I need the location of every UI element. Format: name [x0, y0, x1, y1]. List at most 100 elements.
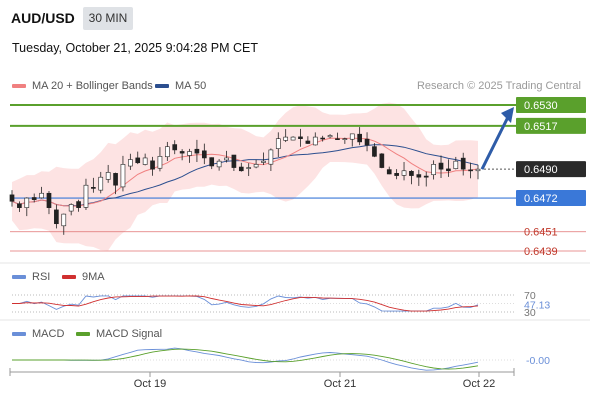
candle-body — [342, 138, 348, 140]
timestamp: Tuesday, October 21, 2025 9:04:28 PM CET — [12, 41, 258, 55]
price-panel: 0.6530 0.6517 0.6490 0.6472 0.6451 0.6439 — [9, 97, 586, 258]
level-label-target: 0.6530 — [524, 100, 558, 112]
candle-body — [17, 203, 22, 208]
bollinger-band — [12, 102, 478, 251]
rsi-ma-legend-label: 9MA — [82, 271, 105, 283]
macd-panel: -0.00 — [0, 319, 590, 371]
candle-body — [335, 138, 340, 140]
level-tag-target — [516, 97, 586, 113]
candle-body — [283, 136, 289, 141]
candle-body — [128, 159, 133, 167]
candle-body — [238, 166, 244, 172]
candle-body — [83, 184, 89, 208]
rsi-ma-swatch — [62, 275, 76, 279]
candle-body — [201, 150, 207, 159]
x-axis: Oct 19 Oct 21 Oct 22 — [9, 368, 515, 390]
projection-arrow — [480, 116, 510, 170]
candle-body — [31, 197, 37, 200]
projection-arrow-head — [501, 107, 514, 123]
credit-text: Research © 2025 Trading Central — [416, 80, 581, 92]
candle-body — [246, 167, 252, 169]
candle-body — [394, 173, 399, 176]
ma20-legend-label: MA 20 + Bollinger Bands — [32, 80, 153, 92]
candle-body — [224, 157, 229, 161]
last-price-label: 0.6490 — [524, 164, 558, 176]
candle-body — [386, 169, 392, 175]
candle-body — [320, 137, 326, 140]
candle-body — [216, 160, 222, 168]
candle-body — [423, 175, 429, 178]
candle-body — [453, 160, 459, 169]
candle-body — [172, 144, 178, 151]
candle-body — [157, 156, 163, 169]
candle-body — [61, 213, 67, 227]
legend-macd-signal: MACD Signal — [76, 328, 162, 340]
candle-body — [98, 176, 104, 191]
candle-body — [76, 201, 81, 208]
rsi-line — [12, 295, 479, 312]
candle-body — [275, 138, 281, 149]
rsi-legend-label: RSI — [32, 271, 51, 283]
rsi-ma-line — [12, 295, 479, 312]
candle-body — [409, 170, 414, 176]
candle-body — [290, 136, 296, 141]
legend-rsi: RSI — [12, 271, 50, 283]
candle-body — [142, 157, 148, 165]
macd-signal-swatch — [76, 332, 90, 336]
candle-body — [24, 197, 30, 208]
timeframe-badge[interactable]: 30 MIN — [83, 7, 133, 30]
macd-value-label: -0.00 — [526, 355, 550, 367]
ma20-swatch — [12, 84, 26, 88]
candle-body — [39, 192, 44, 199]
candle-body — [305, 140, 311, 144]
macd-signal-line — [12, 348, 479, 370]
candle-body — [468, 169, 473, 172]
rsi-swatch — [12, 275, 26, 279]
level-label-pivot: 0.6472 — [524, 193, 558, 205]
legend-rsi-ma: 9MA — [62, 271, 105, 283]
level-tag-pivot — [516, 190, 586, 207]
x-axis-label: Oct 21 — [324, 378, 356, 390]
candle-body — [364, 138, 370, 146]
rsi-level-label-70: 70 — [524, 290, 536, 302]
candle-body — [231, 154, 237, 168]
candle-body — [209, 157, 215, 167]
candle-body — [349, 133, 355, 140]
legend-macd: MACD — [12, 328, 64, 340]
candle-body — [327, 135, 333, 138]
ma50-line — [11, 144, 479, 207]
level-label-support: 0.6451 — [524, 227, 558, 239]
x-axis-label: Oct 19 — [134, 378, 166, 390]
x-axis-label: Oct 22 — [463, 378, 495, 390]
candle-body — [150, 160, 155, 170]
last-price-tag — [516, 161, 586, 178]
ma50-legend-label: MA 50 — [175, 80, 207, 92]
level-label-support: 0.6439 — [524, 246, 558, 258]
candle-body — [298, 136, 303, 139]
legend-ma50: MA 50 — [155, 80, 206, 92]
candle-body — [416, 174, 422, 178]
candle-body — [438, 162, 444, 170]
candle-body — [460, 157, 466, 170]
level-tag-target — [516, 117, 586, 134]
candle-body — [253, 164, 259, 168]
ma50-swatch — [155, 84, 169, 88]
macd-line — [12, 347, 479, 371]
symbol-title: AUD/USD — [11, 10, 75, 26]
candle-body — [46, 192, 52, 208]
legend-ma20: MA 20 + Bollinger Bands — [12, 80, 153, 92]
candle-body — [379, 153, 385, 168]
candle-body — [261, 160, 266, 163]
candle-body — [54, 209, 59, 225]
candle-body — [187, 151, 192, 156]
candle-body — [357, 133, 362, 143]
candle-body — [135, 157, 141, 164]
candle-body — [268, 149, 274, 165]
candle-body — [372, 146, 377, 157]
rsi-value-label: 47.13 — [524, 300, 550, 312]
candles — [9, 127, 481, 235]
candle-body — [68, 204, 74, 212]
rsi-level-label-30: 30 — [524, 307, 536, 319]
